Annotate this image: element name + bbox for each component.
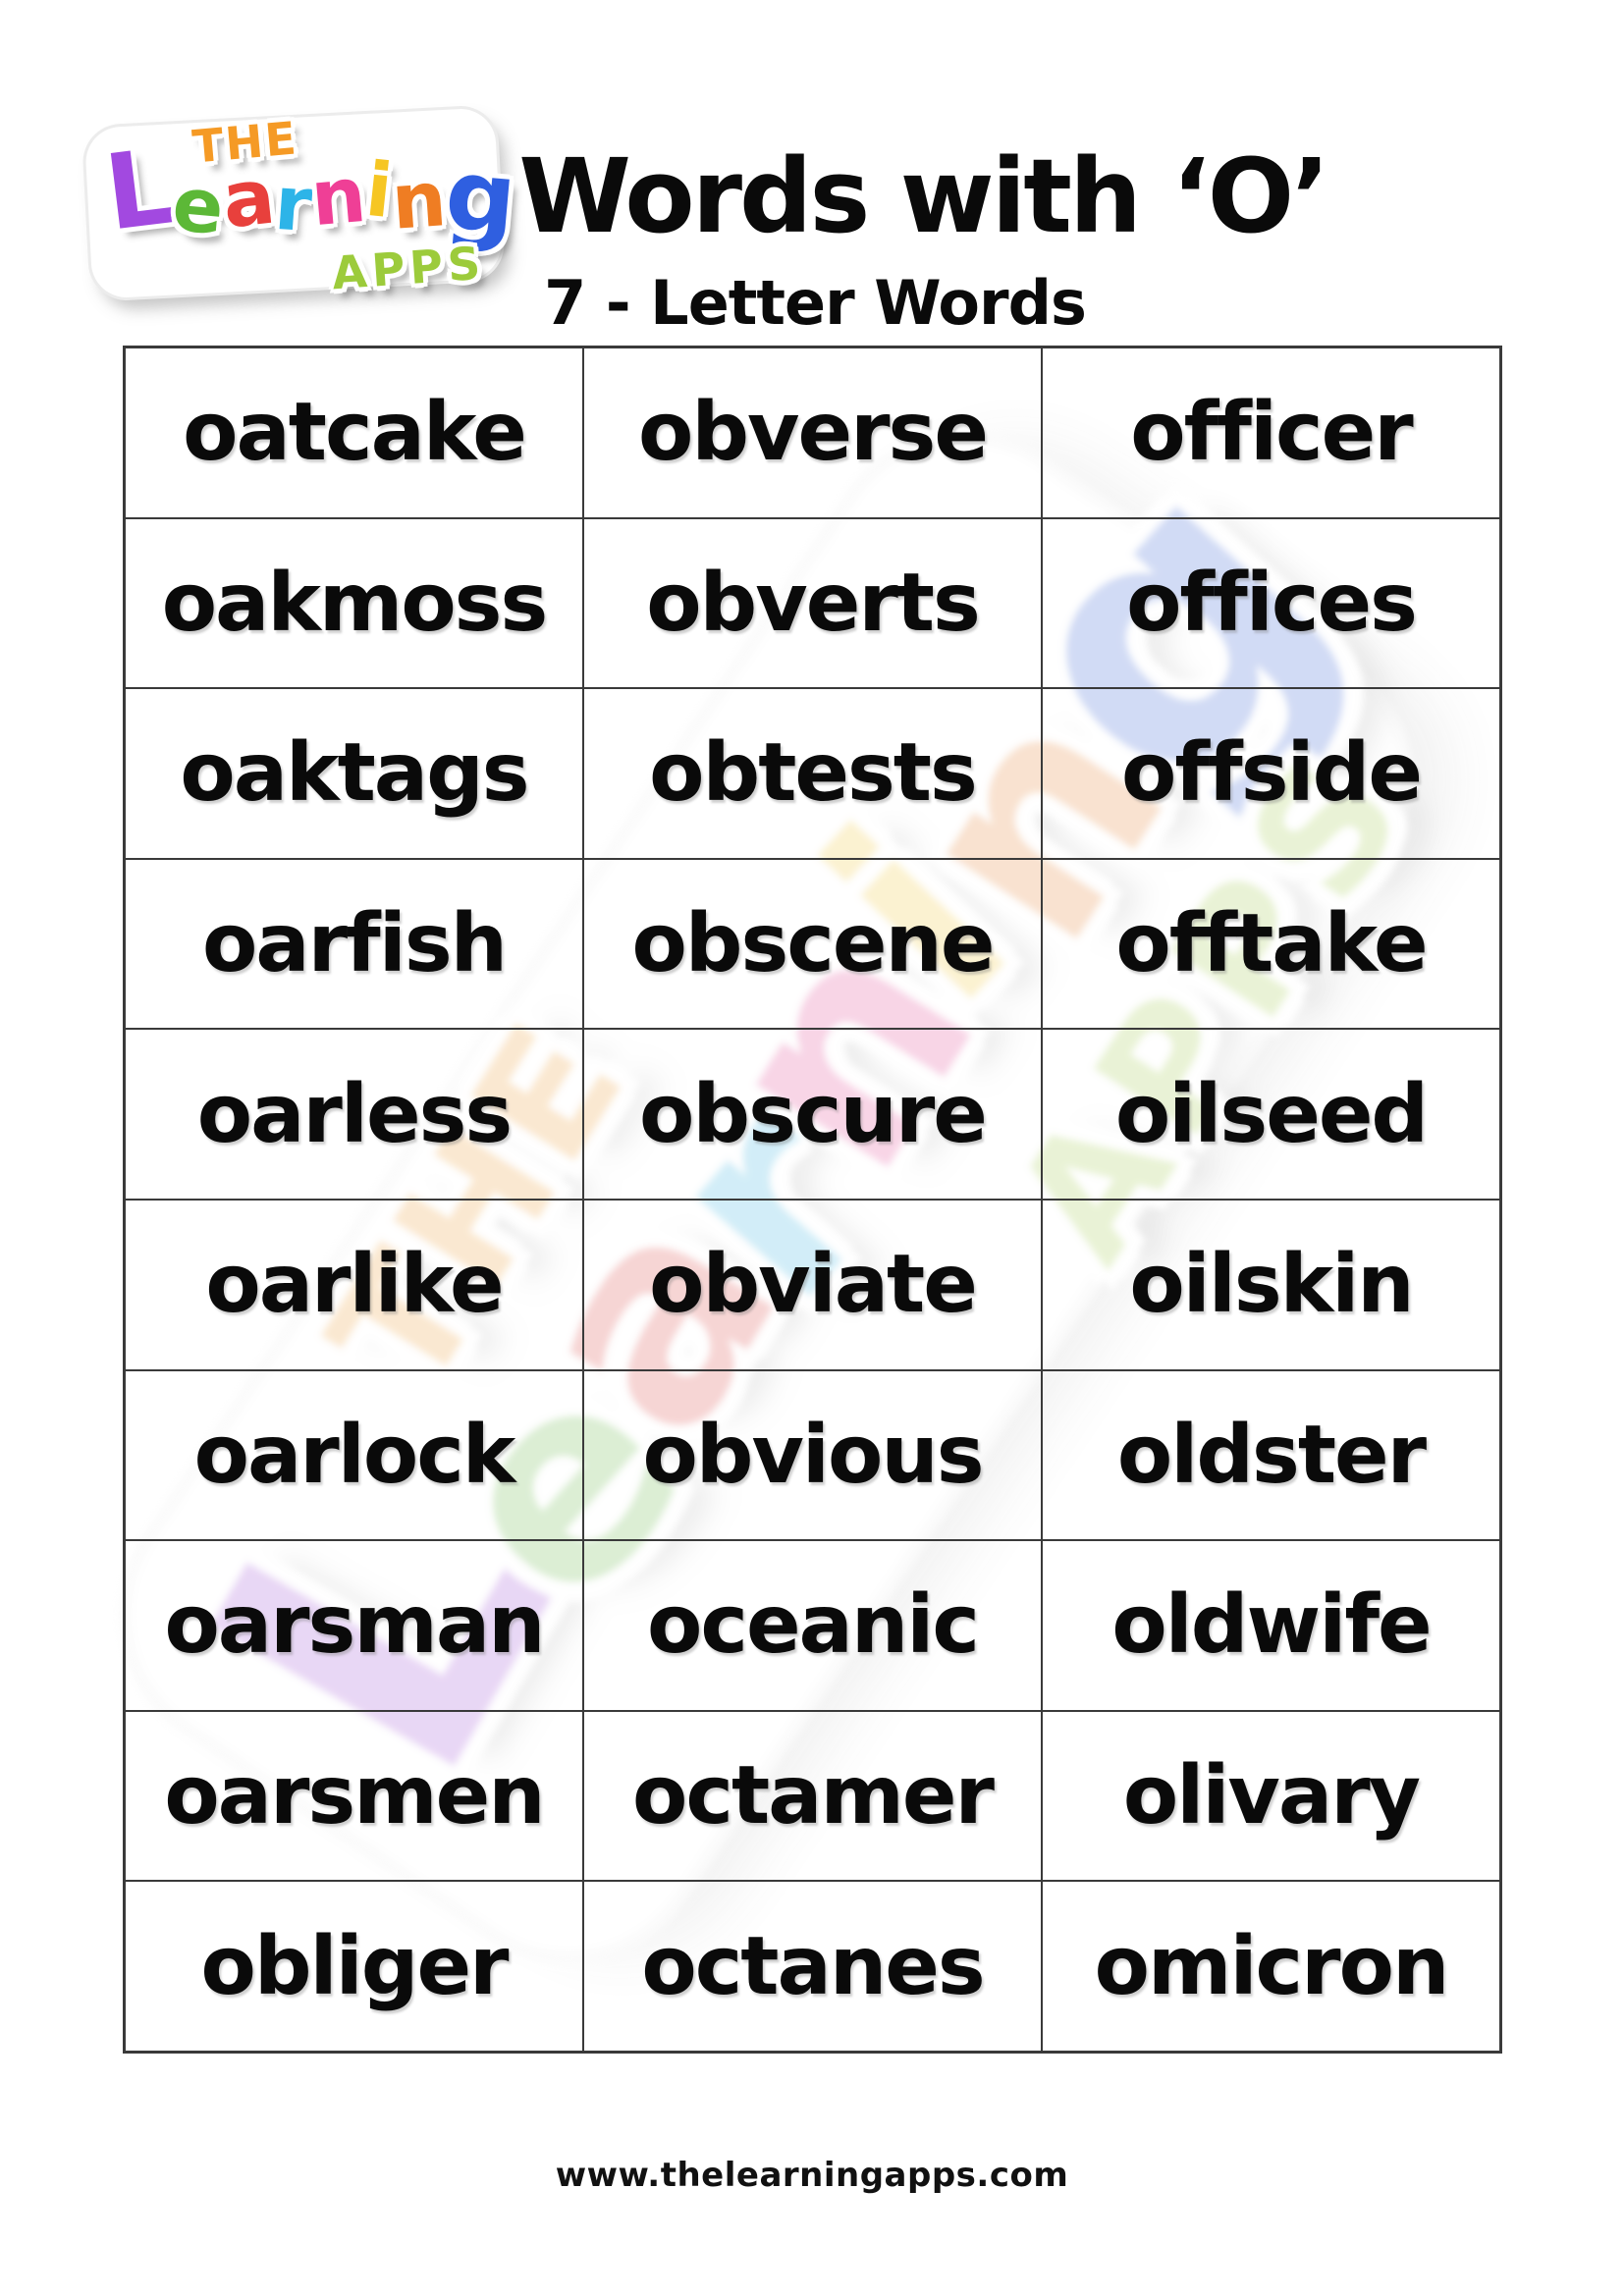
word-cell: obvious <box>584 1370 1043 1540</box>
table-row: oarfish obscene offtake <box>126 859 1499 1031</box>
table-row: oakmoss obverts offices <box>126 518 1499 690</box>
word-cell: olivary <box>1122 1749 1421 1843</box>
page-subtitle: 7 - Letter Words <box>544 267 1087 339</box>
footer-url: www.thelearningapps.com <box>555 2156 1069 2195</box>
word-cell: oarfish <box>126 859 584 1029</box>
word-cell: oldwife <box>1111 1578 1432 1673</box>
page-title: Words with ‘O’ <box>518 136 1329 256</box>
word-cell: oarless <box>126 1030 584 1199</box>
word-cell: oakmoss <box>126 518 584 688</box>
word-cell: oarlock <box>126 1370 584 1540</box>
word-cell: octamer <box>584 1711 1043 1881</box>
word-cell: offside <box>1121 726 1423 821</box>
word-table: oatcake obverse officer oakmoss obverts offic… <box>123 346 1502 2054</box>
logo-letter: r <box>271 158 315 249</box>
word-cell: octanes <box>584 1882 1043 2051</box>
word-cell: oldster <box>1116 1408 1427 1502</box>
word-cell: offices <box>1126 556 1418 650</box>
word-cell: offtake <box>1115 897 1428 991</box>
word-cell: oilskin <box>1129 1238 1414 1332</box>
word-cell: obverse <box>584 348 1043 517</box>
table-row: oarsmen octamer olivary <box>126 1711 1499 1883</box>
logo-the-text: THE <box>189 111 300 174</box>
word-cell: omicron <box>1094 1919 1450 2013</box>
table-row: oarless obscure oilseed <box>126 1030 1499 1201</box>
table-row: oarlock obvious oldster <box>126 1370 1499 1542</box>
word-cell: oatcake <box>126 348 584 517</box>
table-row: oarsman oceanic oldwife <box>126 1541 1499 1712</box>
word-cell: obviate <box>584 1200 1043 1369</box>
logo-letter: a <box>218 152 280 246</box>
word-cell: oilseed <box>1114 1067 1429 1161</box>
word-cell: obliger <box>126 1882 584 2051</box>
word-cell: obscene <box>584 859 1043 1029</box>
logo-letter: L <box>98 126 180 254</box>
table-row: oatcake obverse officer <box>126 348 1499 519</box>
word-cell: oceanic <box>584 1541 1043 1710</box>
word-cell: obscure <box>584 1030 1043 1199</box>
table-row: oarlike obviate oilskin <box>126 1200 1499 1371</box>
word-cell: oaktags <box>126 689 584 858</box>
word-cell: oarsman <box>126 1541 584 1710</box>
logo-letter: e <box>168 159 227 252</box>
word-cell: oarsmen <box>126 1711 584 1881</box>
word-cell: obverts <box>584 518 1043 688</box>
word-cell: obtests <box>584 689 1043 858</box>
logo-letter: n <box>307 150 370 244</box>
table-row: oaktags obtests offside <box>126 689 1499 860</box>
word-cell: officer <box>1130 386 1413 480</box>
table-row: obliger octanes omicron <box>126 1882 1499 2051</box>
word-cell: oarlike <box>126 1200 584 1369</box>
